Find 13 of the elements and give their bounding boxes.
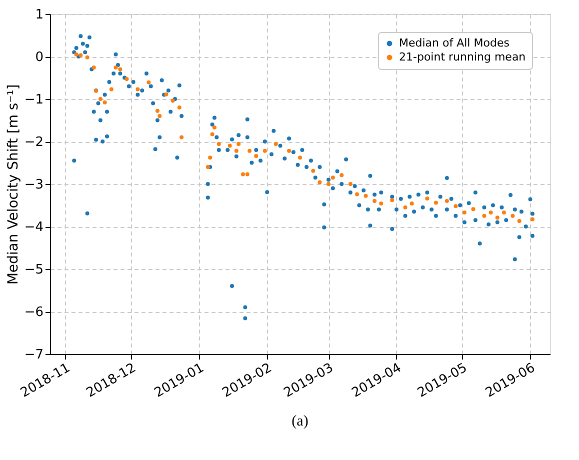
y-axis-title: Median Velocity Shift [m s⁻¹] [5,84,22,285]
legend-label: 21-point running mean [399,50,526,64]
y-tick-label: −6 [24,305,44,320]
y-tick-label: −2 [24,135,44,150]
y-tick-label: −7 [24,348,44,362]
y-tick-label: −5 [24,262,44,278]
legend-label: Median of All Modes [399,36,510,50]
y-tick-label: −4 [24,220,44,235]
y-tick-label: −3 [24,178,44,192]
y-tick-label: 1 [35,8,44,22]
text: (a) [292,413,308,430]
y-tick-label: 0 [35,50,44,65]
y-tick-label: −1 [24,92,44,108]
